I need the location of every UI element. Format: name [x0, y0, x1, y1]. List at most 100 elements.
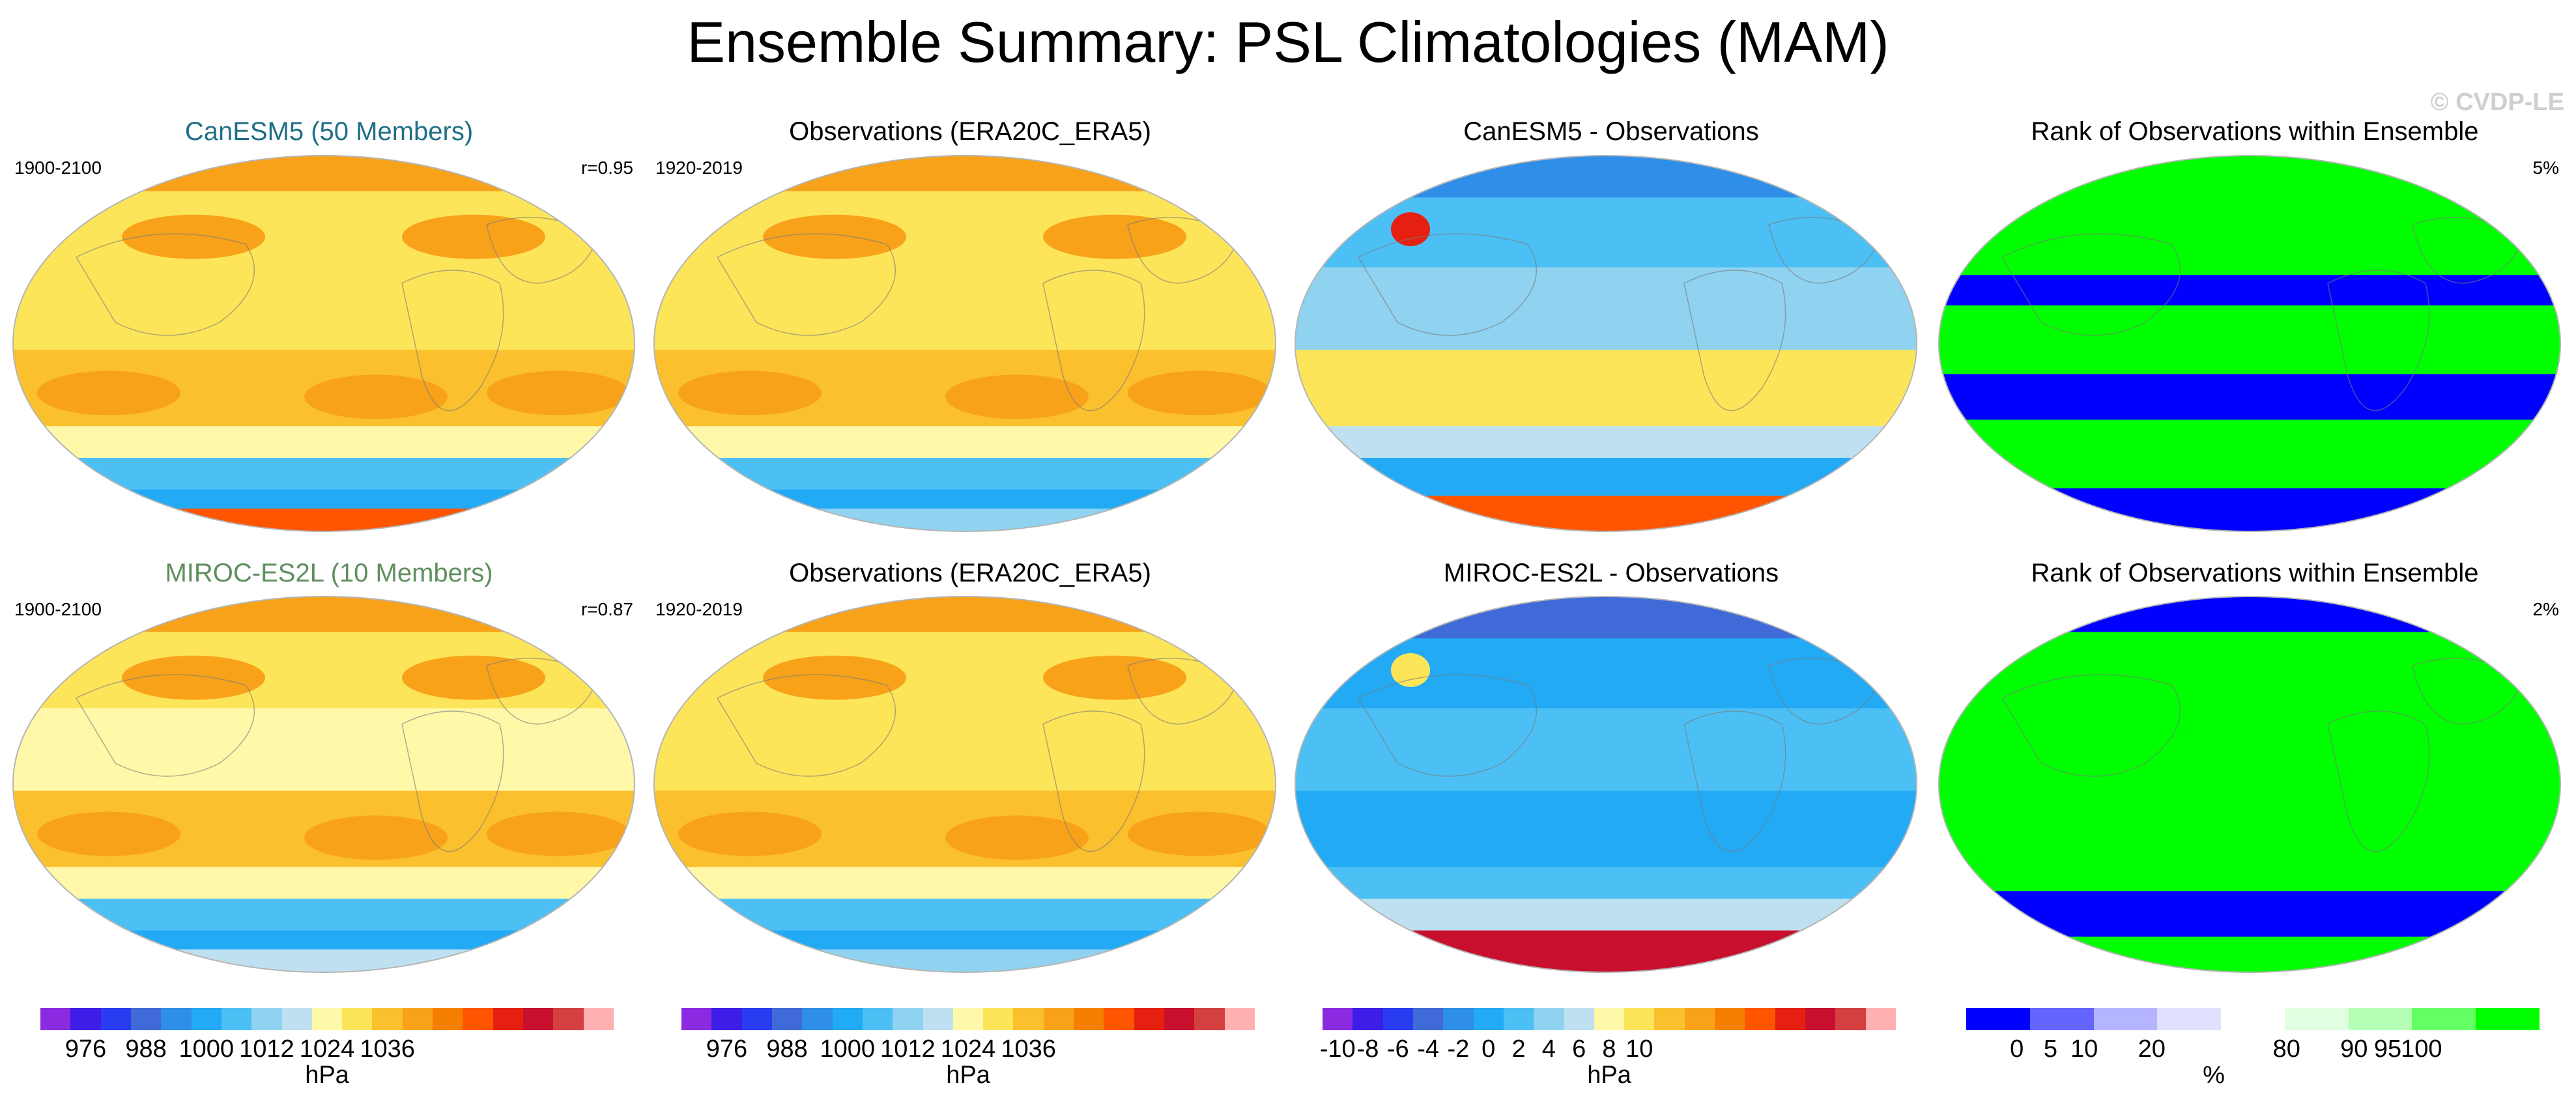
colorbar-swatch [40, 1008, 71, 1030]
difference-band [1295, 280, 1917, 287]
colorbar-swatch [221, 1008, 252, 1030]
psl-band [13, 267, 635, 275]
psl-band [654, 286, 1276, 294]
psl-band [654, 638, 1276, 645]
difference-band [1295, 752, 1917, 760]
colorbar-tick-label: 1036 [1001, 1035, 1056, 1063]
colorbar-tick-label: 1036 [360, 1035, 415, 1063]
psl-band [13, 803, 635, 811]
difference-band [1295, 477, 1917, 484]
difference-band [1295, 809, 1917, 817]
difference-band [1295, 695, 1917, 703]
difference-band [1295, 432, 1917, 440]
difference-band [1295, 968, 1917, 972]
colorbar-swatch [1775, 1008, 1806, 1030]
psl-band [13, 892, 635, 899]
colorbar-swatch [100, 1008, 132, 1030]
colorbar-swatch [372, 1008, 403, 1030]
difference-band [1295, 949, 1917, 957]
colorbar-swatch [2348, 1008, 2412, 1030]
psl-band [13, 496, 635, 503]
high-pressure-core [522, 823, 594, 845]
difference-band [1295, 848, 1917, 855]
psl-band [654, 426, 1276, 433]
psl-band [13, 489, 635, 497]
map-panel-psl_model [12, 596, 635, 973]
map-border [1295, 596, 1917, 973]
psl-band [13, 860, 635, 868]
difference-band [1295, 791, 1917, 798]
psl-band [13, 470, 635, 478]
colorbar-swatch [433, 1008, 463, 1030]
difference-band [1295, 343, 1917, 351]
psl-band [13, 527, 635, 531]
high-pressure-core [158, 667, 229, 688]
high-pressure-core [340, 386, 412, 408]
psl-band [654, 899, 1276, 906]
colorbar-tick-label: 8 [1602, 1035, 1616, 1063]
difference-band [1295, 255, 1917, 262]
psl-band [654, 509, 1276, 516]
coastline [1768, 217, 1880, 284]
colorbar-swatch [2093, 1008, 2158, 1030]
psl-band [13, 701, 635, 709]
colorbar-swatch [251, 1008, 283, 1030]
watermark: © CVDP-LE [2430, 89, 2564, 116]
psl-band [654, 676, 1276, 684]
psl-band [13, 733, 635, 741]
high-pressure-core [714, 382, 786, 404]
colorbar-swatch [923, 1008, 954, 1030]
psl-band [13, 350, 635, 357]
colorbar-swatch [862, 1008, 893, 1030]
psl-band [654, 350, 1276, 357]
psl-band [13, 936, 635, 944]
difference-band [1295, 670, 1917, 677]
psl-band [654, 223, 1276, 230]
colorbar-swatch [1134, 1008, 1165, 1030]
psl-band [13, 260, 635, 268]
psl-band [13, 727, 635, 735]
colorbar-tick-label: 1024 [940, 1035, 996, 1063]
psl-band [654, 375, 1276, 382]
high-pressure-core [73, 823, 145, 845]
psl-band [654, 682, 1276, 690]
map-border [1938, 155, 2561, 532]
psl-band [654, 318, 1276, 326]
psl-band [13, 255, 635, 262]
colorbar-swatch [1503, 1008, 1534, 1030]
high-pressure-core [1164, 382, 1235, 404]
psl-band [13, 597, 635, 601]
psl-band [654, 746, 1276, 753]
psl-band [13, 477, 635, 484]
difference-band [1295, 664, 1917, 671]
colorbar-swatch [1043, 1008, 1074, 1030]
colorbar-swatch [2029, 1008, 2095, 1030]
psl-band [654, 477, 1276, 484]
difference-band [1295, 235, 1917, 243]
psl-band [13, 210, 635, 218]
colorbar-swatch [1966, 1008, 2031, 1030]
psl-band [654, 260, 1276, 268]
psl-band [654, 178, 1276, 186]
psl-band [13, 483, 635, 490]
psl-band [654, 470, 1276, 478]
psl-band [654, 267, 1276, 275]
difference-band [1295, 689, 1917, 696]
difference-band [1295, 184, 1917, 192]
high-pressure-core [799, 667, 870, 688]
difference-band [1295, 464, 1917, 471]
difference-band [1295, 701, 1917, 709]
difference-band [1295, 178, 1917, 186]
psl-band [13, 714, 635, 722]
psl-band [13, 178, 635, 186]
difference-band [1295, 721, 1917, 728]
colorbar-tick-label: 1012 [239, 1035, 294, 1063]
difference-band [1295, 597, 1917, 601]
colorbar-tick-label: 95 [2373, 1035, 2402, 1063]
psl-band [654, 619, 1276, 626]
psl-band [654, 797, 1276, 804]
psl-band [654, 331, 1276, 338]
difference-band [1295, 797, 1917, 804]
colorbar-swatch [1835, 1008, 1867, 1030]
map-panel-psl_obs [653, 155, 1276, 532]
